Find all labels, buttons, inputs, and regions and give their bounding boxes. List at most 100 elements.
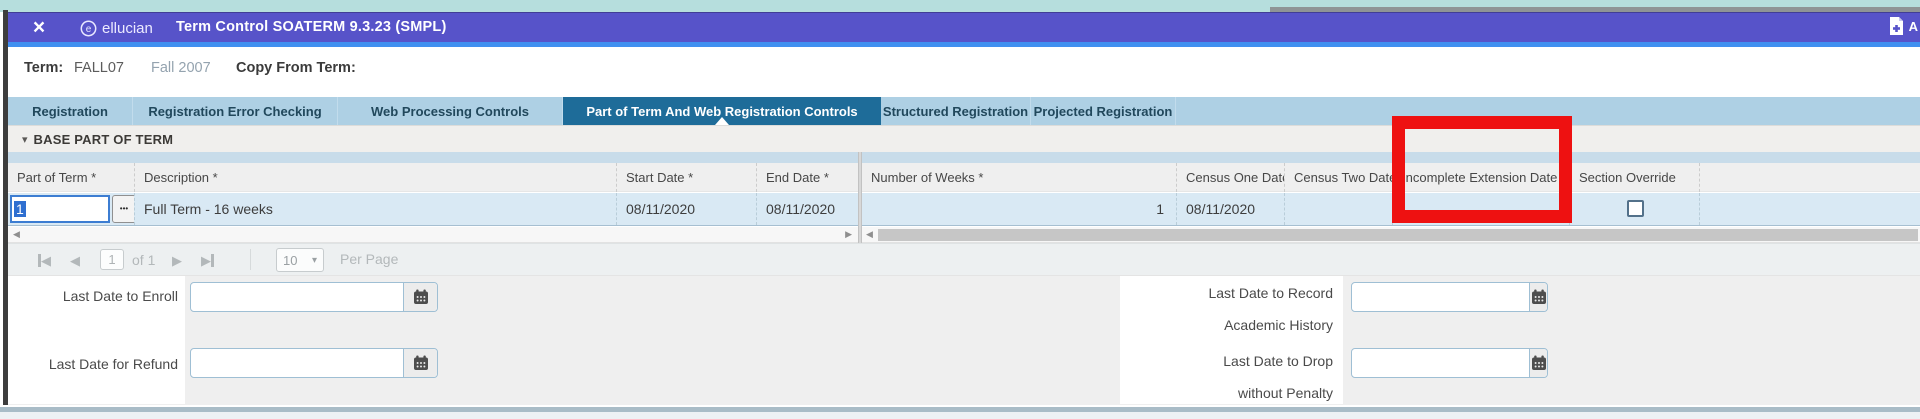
table-row-right: 1 08/11/2020 [862, 192, 1920, 226]
accent-strip [8, 42, 1920, 47]
calendar-icon[interactable] [1529, 349, 1547, 377]
copy-from-term-label: Copy From Term: [236, 60, 356, 76]
last-date-to-drop-group [1351, 348, 1548, 378]
left-pane-scrollbar[interactable]: ◀ ▶ [8, 226, 858, 243]
section-title: BASE PART OF TERM [33, 131, 174, 147]
cell-end-date[interactable]: 08/11/2020 [766, 201, 836, 217]
first-page-button[interactable]: ◀ [38, 250, 51, 270]
grid-top-band [8, 152, 1920, 163]
right-pane-scrollbar[interactable]: ◀ [862, 226, 1920, 243]
last-date-to-record-group [1351, 282, 1548, 312]
per-page-value: 10 [283, 252, 298, 268]
term-code: FALL07 [74, 60, 124, 76]
close-icon[interactable]: × [32, 16, 46, 39]
cell-filler [1700, 193, 1920, 225]
col-header-description[interactable]: Description * [135, 163, 617, 192]
cell-number-of-weeks[interactable]: 1 [862, 193, 1177, 225]
tab-registration[interactable]: Registration [8, 97, 133, 125]
add-button[interactable]: A [1889, 17, 1918, 35]
last-page-icon: ▶ [201, 253, 211, 268]
tab-registration-error-checking[interactable]: Registration Error Checking [133, 97, 338, 125]
last-page-button[interactable]: ▶ [201, 250, 214, 270]
selected-tab-notch [715, 117, 729, 125]
col-header-incomplete-extension-date[interactable]: Incomplete Extension Date [1393, 163, 1570, 192]
calendar-icon[interactable] [403, 283, 437, 311]
bottom-strip [0, 412, 1920, 419]
brand-name: ellucian [102, 19, 153, 37]
per-page-label: Per Page [340, 251, 399, 267]
add-document-icon [1889, 17, 1903, 35]
col-header-census-two-date[interactable]: Census Two Date [1285, 163, 1393, 192]
calendar-icon[interactable] [1529, 283, 1547, 311]
chevron-down-icon: ▾ [311, 254, 317, 266]
next-page-icon: ▶ [172, 253, 182, 268]
cell-start-date[interactable]: 08/11/2020 [617, 193, 757, 225]
scroll-right-icon[interactable]: ▶ [845, 229, 852, 239]
tab-projected-registration[interactable]: Projected Registration [1031, 97, 1176, 125]
term-description: Fall 2007 [151, 60, 211, 76]
last-date-for-refund-label: Last Date for Refund [48, 356, 178, 372]
col-header-section-override[interactable]: Section Override [1570, 163, 1700, 192]
tab-web-processing-controls[interactable]: Web Processing Controls [338, 97, 563, 125]
cell-census-two-date[interactable] [1285, 193, 1393, 225]
page-count-label: of 1 [132, 252, 156, 268]
tab-bar: Registration Registration Error Checking… [8, 97, 1920, 125]
part-of-term-value: 1 [14, 201, 26, 217]
ellucian-brand: e ellucian [80, 17, 153, 39]
last-date-to-enroll-label: Last Date to Enroll [62, 288, 178, 304]
right-label-column [1120, 276, 1343, 404]
col-header-part-of-term[interactable]: Part of Term * [8, 163, 135, 192]
scroll-left-icon[interactable]: ◀ [866, 229, 873, 239]
part-of-term-input[interactable]: 1 [10, 195, 110, 223]
section-override-checkbox[interactable] [1627, 200, 1644, 217]
cell-section-override [1570, 193, 1700, 225]
last-date-for-refund-input[interactable] [191, 349, 403, 377]
tab-structured-registration[interactable]: Structured Registration [881, 97, 1031, 125]
cell-census-one-date[interactable]: 08/11/2020 [1177, 193, 1285, 225]
selected-tab-label: Part of Term And Web Registration Contro… [586, 103, 858, 119]
last-date-to-enroll-group [190, 282, 438, 312]
cell-description[interactable]: Full Term - 16 weeks [135, 193, 617, 225]
pagination-bar: ◀ ◀ 1 of 1 ▶ ▶ 10 ▾ Per Page [8, 243, 1920, 275]
scrollbar-thumb[interactable] [878, 229, 1918, 241]
table-row: 1 ••• Full Term - 16 weeks 08/11/2020 08… [8, 192, 858, 226]
window-left-border [3, 10, 8, 419]
next-page-button[interactable]: ▶ [172, 250, 182, 270]
last-date-to-drop-label-line2: without Penalty [1238, 385, 1333, 401]
last-date-to-record-input[interactable] [1352, 283, 1529, 311]
last-date-to-enroll-input[interactable] [191, 283, 403, 311]
pagination-separator [250, 249, 251, 270]
previous-page-icon: ◀ [70, 253, 80, 268]
ellucian-logo: e [80, 20, 97, 36]
cell-part-of-term: 1 ••• [8, 193, 135, 225]
last-date-for-refund-group [190, 348, 438, 378]
bottom-divider-bar [0, 405, 1920, 412]
col-header-start-date[interactable]: Start Date * [617, 163, 757, 192]
last-date-to-drop-label-line1: Last Date to Drop [1223, 353, 1333, 369]
grid-header-left-pane: Part of Term * Description * Start Date … [8, 163, 858, 192]
title-bar: × e ellucian Term Control SOATERM 9.3.23… [8, 12, 1920, 42]
first-page-icon: ◀ [41, 253, 51, 268]
tab-part-of-term-and-web-registration-controls[interactable]: Part of Term And Web Registration Contro… [563, 97, 881, 125]
last-date-to-drop-input[interactable] [1352, 349, 1529, 377]
grid-header-right-pane: Number of Weeks * Census One Date * Cens… [862, 163, 1920, 192]
chevron-down-icon: ▾ [22, 133, 28, 146]
previous-page-button[interactable]: ◀ [70, 250, 80, 270]
last-date-to-record-label-line1: Last Date to Record [1208, 285, 1333, 301]
left-label-column [8, 276, 185, 404]
col-header-filler [1700, 163, 1920, 192]
pane-split-divider[interactable] [858, 152, 862, 243]
col-header-number-of-weeks[interactable]: Number of Weeks * [862, 163, 1177, 192]
cell-incomplete-extension-date[interactable] [1393, 193, 1570, 225]
col-header-end-date[interactable]: End Date * [766, 170, 829, 185]
term-label: Term: [24, 60, 64, 76]
scroll-left-icon[interactable]: ◀ [13, 229, 20, 239]
calendar-icon[interactable] [403, 349, 437, 377]
col-header-census-one-date[interactable]: Census One Date * [1177, 163, 1285, 192]
lookup-ellipsis-button[interactable]: ••• [112, 195, 134, 223]
page-title: Term Control SOATERM 9.3.23 (SMPL) [176, 19, 447, 35]
section-header-base-part-of-term[interactable]: ▾ BASE PART OF TERM [8, 125, 1920, 152]
page-number-input[interactable]: 1 [100, 249, 124, 270]
per-page-select[interactable]: 10 ▾ [276, 248, 324, 272]
